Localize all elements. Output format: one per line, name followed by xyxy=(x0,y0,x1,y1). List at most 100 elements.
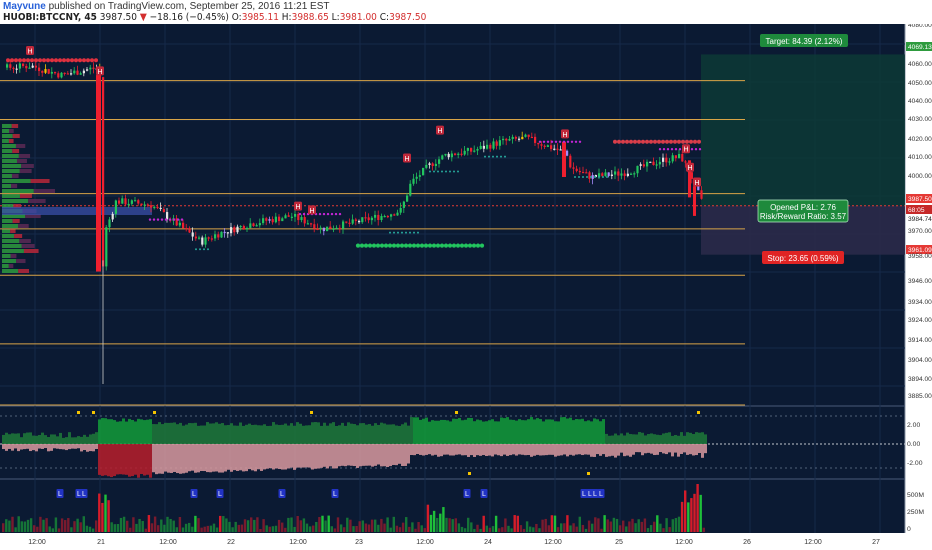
support-dot xyxy=(367,243,373,248)
volume-bar xyxy=(17,516,20,532)
candle-body xyxy=(361,217,364,223)
volume-bar xyxy=(643,518,647,532)
price-tick: 3987.50 xyxy=(908,196,932,203)
volume-bar xyxy=(361,520,364,532)
volume-bar xyxy=(405,517,408,532)
volume-bar xyxy=(5,519,8,532)
osc-bar-up xyxy=(461,420,464,444)
osc-bar-up xyxy=(41,432,44,444)
candle-body xyxy=(156,206,159,209)
osc-bar-down xyxy=(518,444,521,455)
osc-bar-down xyxy=(626,444,629,456)
osc-bar-up xyxy=(473,421,476,444)
position-zones xyxy=(0,54,905,255)
candle-body xyxy=(572,167,575,169)
volume-bar xyxy=(569,525,572,532)
candle-body xyxy=(86,69,89,71)
osc-bar-up xyxy=(83,434,86,444)
osc-bar-up xyxy=(581,418,584,444)
volume-bar xyxy=(631,518,634,532)
volume-bar xyxy=(163,524,166,532)
candle-body xyxy=(140,203,143,206)
volume-bar xyxy=(79,522,82,532)
candle-body xyxy=(690,172,693,179)
volume-bar xyxy=(575,526,578,532)
volume-bar xyxy=(194,515,197,532)
drop-candle xyxy=(693,186,696,216)
candle-body xyxy=(70,73,73,75)
osc-bar-up xyxy=(422,418,425,444)
osc-bar-down xyxy=(596,444,599,455)
osc-bar-up xyxy=(230,423,233,444)
osc-bar-up xyxy=(8,434,11,444)
osc-bar-down xyxy=(110,444,113,478)
osc-bar-up xyxy=(365,424,368,444)
volume-bar xyxy=(336,517,340,532)
osc-bar-down xyxy=(446,444,449,455)
svg-text:L: L xyxy=(482,491,486,498)
osc-bar-up xyxy=(638,432,641,444)
support-dot xyxy=(475,243,481,248)
publish-info: Mayvune published on TradingView.com, Se… xyxy=(3,1,330,12)
volume-bar xyxy=(488,527,492,532)
osc-bar-up xyxy=(281,424,284,444)
osc-bar-down xyxy=(467,444,470,457)
volume-bar xyxy=(231,527,234,532)
osc-bar-up xyxy=(143,420,146,444)
osc-bar-up xyxy=(428,421,431,444)
profile-bar xyxy=(11,174,19,178)
osc-bar-up xyxy=(23,433,26,444)
trail-dot xyxy=(164,218,168,221)
osc-bar-down xyxy=(302,444,305,468)
pnl-label[interactable]: Opened P&L: 2.76 Risk/Reward Ratio: 3.57 xyxy=(757,199,849,223)
close-value: 3987.50 xyxy=(389,12,427,23)
volume-bar xyxy=(107,500,110,532)
svg-text:H: H xyxy=(683,147,688,154)
volume-bar xyxy=(352,526,355,532)
osc-bar-down xyxy=(656,444,659,455)
candle-body xyxy=(102,77,105,267)
volume-bar xyxy=(445,517,448,532)
volume-bar xyxy=(417,522,420,532)
osc-bar-up xyxy=(701,432,704,444)
osc-bar-down xyxy=(20,444,23,450)
candle-body xyxy=(358,220,361,223)
osc-bar-down xyxy=(674,444,677,453)
candle-body xyxy=(249,223,252,228)
osc-bar-down xyxy=(440,444,443,457)
osc-bar-down xyxy=(17,444,20,452)
high-marker: H xyxy=(403,153,411,163)
symbol-label[interactable]: HUOBI:BTCCNY, 45 xyxy=(3,12,97,23)
osc-bar-down xyxy=(212,444,215,472)
volume-bar xyxy=(550,515,554,532)
profile-bar xyxy=(2,239,20,243)
osc-bar-up xyxy=(572,420,575,444)
trail-dot xyxy=(318,212,322,216)
profile-bar xyxy=(2,194,20,198)
candle-body xyxy=(655,164,658,166)
osc-bar-up xyxy=(224,425,227,444)
target-label[interactable]: Target: 84.39 (2.12%) xyxy=(760,34,848,47)
low-marker: L xyxy=(331,489,339,498)
volume-bar xyxy=(504,518,507,532)
volume-bar xyxy=(262,519,265,532)
author-name[interactable]: Mayvune xyxy=(3,1,46,12)
stop-label[interactable]: Stop: 23.65 (0.59%) xyxy=(762,251,844,264)
osc-bar-down xyxy=(125,444,128,475)
osc-bar-down xyxy=(305,444,308,468)
svg-text:H: H xyxy=(687,165,692,172)
volume-bar xyxy=(383,523,386,532)
volume-bar xyxy=(219,515,222,532)
osc-bar-up xyxy=(437,420,440,444)
profile-bar xyxy=(25,214,41,218)
volume-bar xyxy=(408,526,411,532)
osc-bar-down xyxy=(506,444,509,456)
osc-bar-up xyxy=(254,424,257,444)
osc-bar-down xyxy=(254,444,257,472)
osc-tick: -2.00 xyxy=(907,460,923,467)
osc-bar-down xyxy=(593,444,596,457)
osc-bar-down xyxy=(584,444,587,455)
candle-body xyxy=(495,141,498,146)
support-dot xyxy=(363,243,369,248)
